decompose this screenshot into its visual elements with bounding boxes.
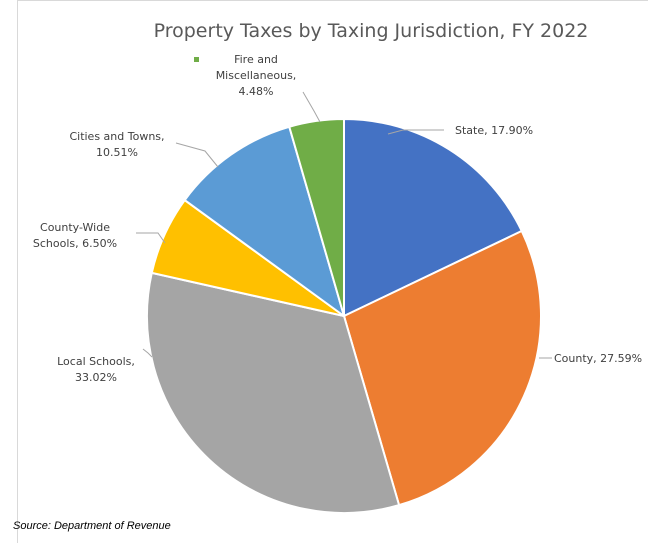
pie-slice-state <box>343 117 524 318</box>
data-labels: State, 17.90% County, 27.59% Local Schools… <box>33 53 642 384</box>
pie-slice-fire-and-miscellaneous <box>288 117 345 317</box>
leader-line-cities-and-towns <box>175 142 219 168</box>
data-label-cities-and-towns: Cities and Towns, 10.51% <box>69 130 164 159</box>
leader-lines <box>136 91 552 359</box>
data-label-line: County-Wide <box>40 221 110 234</box>
leader-line-fire-and-miscellaneous <box>302 91 321 123</box>
pie-slice-local-schools <box>146 271 401 514</box>
data-label-local-schools: Local Schools, 33.02% <box>57 355 135 384</box>
data-label-line: Local Schools, <box>57 355 135 368</box>
data-label-county: County, 27.59% <box>554 352 642 365</box>
chart-title: Property Taxes by Taxing Jurisdiction, F… <box>154 20 589 42</box>
leader-line-state <box>387 129 444 135</box>
pie-slice-county <box>342 229 542 507</box>
data-label-line: County, 27.59% <box>554 352 642 365</box>
data-label-county-wide-schools: County-Wide Schools, 6.50% <box>33 221 117 250</box>
data-label-line: Fire and <box>234 53 278 66</box>
data-label-fire-and-miscellaneous: Fire and Miscellaneous, 4.48% <box>216 53 297 98</box>
chart-area: Property Taxes by Taxing Jurisdiction, F… <box>17 0 648 543</box>
data-label-line: Miscellaneous, <box>216 69 297 82</box>
data-label-line: State, 17.90% <box>455 124 533 137</box>
source-note: Source: Department of Revenue <box>13 520 171 532</box>
data-label-line: Schools, 6.50% <box>33 237 117 250</box>
pie-slice-cities-and-towns <box>183 125 346 319</box>
pie-chart: Property Taxes by Taxing Jurisdiction, F… <box>33 20 642 514</box>
data-label-state: State, 17.90% <box>455 124 533 137</box>
leader-line-county-wide-schools <box>136 232 166 244</box>
legend-marker-group <box>194 57 199 62</box>
data-label-line: 4.48% <box>239 85 274 98</box>
data-label-line: Cities and Towns, <box>69 130 164 143</box>
leader-line-local-schools <box>142 348 153 358</box>
data-label-line: 33.02% <box>75 371 117 384</box>
legend-marker-fire-and-miscellaneous <box>194 57 199 62</box>
data-label-line: 10.51% <box>96 146 138 159</box>
pie-slices <box>146 117 542 514</box>
